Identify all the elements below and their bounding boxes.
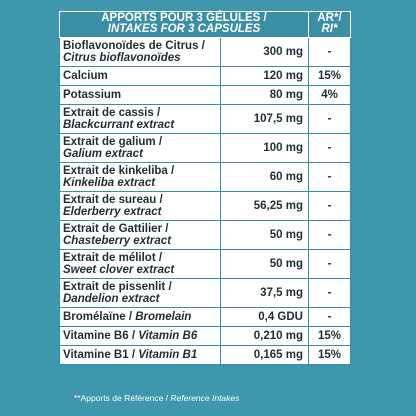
ingredient-name-fr: Extrait de pissenlit / (63, 280, 172, 293)
ingredient-name-fr: Extrait de Gattilier / (63, 222, 169, 235)
header-ar: AR*/ (317, 12, 342, 24)
ingredient-amount: 56,25 mg (220, 191, 309, 221)
ingredient-amount: 0,165 mg (220, 345, 309, 365)
nutrition-table: APPORTS POUR 3 GÉLULES / INTAKES FOR 3 C… (59, 11, 351, 365)
ingredient-name: Extrait de mélilot / Sweet clover extract (59, 249, 221, 279)
table-header-row: APPORTS POUR 3 GÉLULES / INTAKES FOR 3 C… (59, 11, 351, 38)
ingredient-name: Vitamine B6 / Vitamin B6 (59, 326, 221, 346)
ingredient-name: Extrait de kinkeliba / Kinkeliba extract (59, 162, 221, 192)
ingredient-ri: - (308, 278, 351, 308)
ingredient-name-fr: Bromélaïne / (63, 310, 136, 323)
ingredient-name-en: Vitamin B6 (138, 329, 198, 342)
table-row: Bioflavonoïdes de Citrus / Citrus bioflav… (59, 37, 351, 67)
ingredient-amount: 60 mg (220, 162, 309, 192)
ingredient-name: Extrait de pissenlit / Dandelion extract (59, 278, 221, 308)
ingredient-name-en: Sweet clover extract (63, 264, 175, 276)
ingredient-ri: - (308, 249, 351, 279)
ingredient-ri: 4% (308, 85, 351, 105)
ingredient-ri: 15% (308, 326, 351, 346)
table-row: Bromélaïne / Bromelain 0,4 GDU - (59, 307, 351, 327)
ingredient-name-fr: Extrait de sureau / (63, 193, 163, 206)
ingredient-name: Vitamine B1 / Vitamin B1 (59, 345, 221, 365)
ingredient-name-en: Dandelion extract (63, 293, 160, 305)
ingredient-ri: - (308, 307, 351, 327)
table-row: Extrait de sureau / Elderberry extract 56… (59, 191, 351, 221)
ingredient-amount: 80 mg (220, 85, 309, 105)
ingredient-name-en: Galium extract (63, 148, 143, 160)
ingredient-name: Extrait de sureau / Elderberry extract (59, 191, 221, 221)
header-intakes-fr: APPORTS POUR 3 GÉLULES / (101, 12, 267, 24)
ingredient-amount: 50 mg (220, 220, 309, 250)
ingredient-ri: - (308, 220, 351, 250)
table-row: Calcium 120 mg 15% (59, 66, 351, 86)
ingredient-name-en: Elderberry extract (63, 206, 162, 218)
ingredient-ri: - (308, 162, 351, 192)
ingredient-name: Extrait de galium / Galium extract (59, 133, 221, 163)
footnote-en: Reference Intakes (170, 393, 240, 403)
ingredient-amount: 0,4 GDU (220, 307, 309, 327)
footnote-fr: **Apports de Référence / (74, 393, 169, 403)
footnote: **Apports de Référence / Reference Intak… (74, 393, 239, 403)
ingredient-name: Extrait de cassis / Blackcurrant extract (59, 104, 221, 134)
ingredient-amount: 37,5 mg (220, 278, 309, 308)
ingredient-name-en: Citrus bioflavonoïdes (63, 52, 181, 64)
ingredient-ri: 15% (308, 66, 351, 86)
ingredient-name-fr: Vitamine B6 / (63, 329, 139, 342)
ingredient-name: Bioflavonoïdes de Citrus / Citrus bioflav… (59, 37, 221, 67)
ingredient-amount: 120 mg (220, 66, 309, 86)
ingredient-name-fr: Bioflavonoïdes de Citrus / (63, 39, 205, 52)
header-ri: RI* (321, 23, 338, 35)
ingredient-name: Calcium (59, 66, 221, 86)
table-row: Potassium 80 mg 4% (59, 85, 351, 105)
ingredient-name-fr: Extrait de kinkeliba / (63, 164, 175, 177)
ingredient-amount: 100 mg (220, 133, 309, 163)
header-intakes-en: INTAKES FOR 3 CAPSULES (107, 23, 261, 35)
header-ar-ri: AR*/ RI* (308, 11, 351, 38)
ingredient-name-en: Vitamin B1 (138, 348, 198, 361)
ingredient-ri: - (308, 133, 351, 163)
ingredient-ri: - (308, 191, 351, 221)
table-row: Vitamine B6 / Vitamin B6 0,210 mg 15% (59, 326, 351, 346)
table-row: Extrait de kinkeliba / Kinkeliba extract … (59, 162, 351, 192)
ingredient-amount: 0,210 mg (220, 326, 309, 346)
ingredient-name-fr: Extrait de mélilot / (63, 251, 163, 264)
table-row: Extrait de galium / Galium extract 100 mg… (59, 133, 351, 163)
ingredient-amount: 50 mg (220, 249, 309, 279)
ingredient-name: Extrait de Gattilier / Chasteberry extrac… (59, 220, 221, 250)
ingredient-ri: 15% (308, 345, 351, 365)
ingredient-ri: - (308, 37, 351, 67)
header-intakes: APPORTS POUR 3 GÉLULES / INTAKES FOR 3 C… (59, 11, 309, 38)
ingredient-name-fr: Vitamine B1 / (63, 348, 139, 361)
ingredient-name-en: Blackcurrant extract (63, 119, 175, 131)
table-row: Vitamine B1 / Vitamin B1 0,165 mg 15% (59, 345, 351, 365)
ingredient-name-fr: Extrait de cassis / (63, 106, 161, 119)
ingredient-name-en: Kinkeliba extract (63, 177, 156, 189)
table-row: Extrait de Gattilier / Chasteberry extrac… (59, 220, 351, 250)
table-row: Extrait de cassis / Blackcurrant extract … (59, 104, 351, 134)
ingredient-amount: 107,5 mg (220, 104, 309, 134)
ingredient-name-en: Bromelain (135, 310, 192, 323)
ingredient-name: Bromélaïne / Bromelain (59, 307, 221, 327)
ingredient-name-en: Chasteberry extract (63, 235, 172, 247)
ingredient-amount: 300 mg (220, 37, 309, 67)
table-row: Extrait de pissenlit / Dandelion extract … (59, 278, 351, 308)
ingredient-name: Potassium (59, 85, 221, 105)
ingredient-ri: - (308, 104, 351, 134)
ingredient-name-fr: Extrait de galium / (63, 135, 163, 148)
table-row: Extrait de mélilot / Sweet clover extract… (59, 249, 351, 279)
nutrition-panel: APPORTS POUR 3 GÉLULES / INTAKES FOR 3 C… (59, 11, 351, 365)
